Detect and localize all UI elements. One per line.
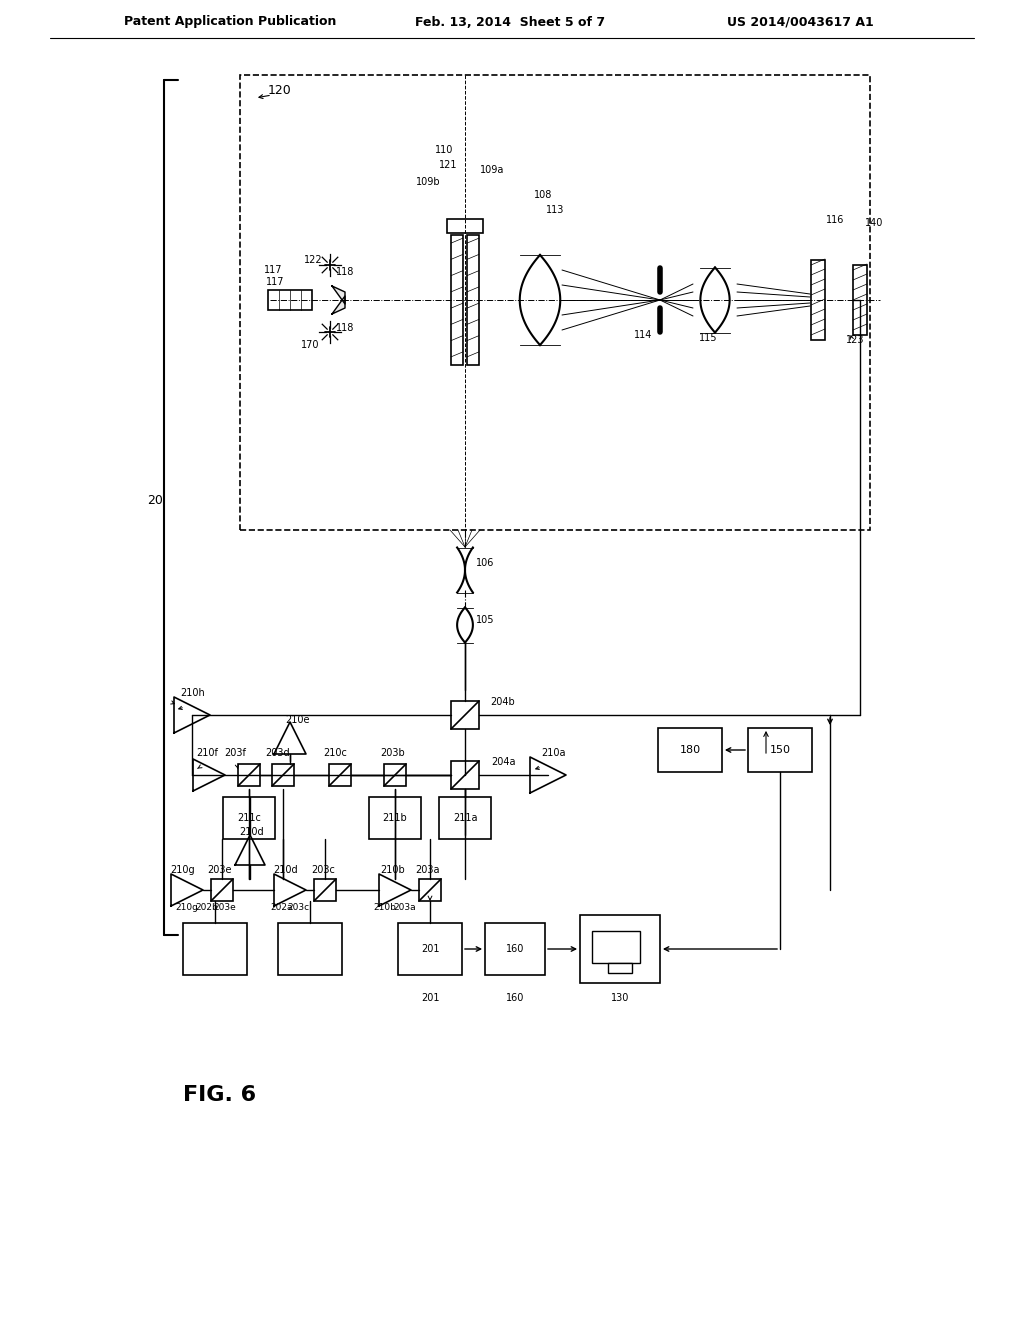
Text: FIG. 6: FIG. 6 bbox=[183, 1085, 256, 1105]
Text: 105: 105 bbox=[476, 615, 495, 624]
Bar bbox=[278, 923, 342, 975]
Bar bbox=[451, 235, 463, 366]
Bar bbox=[439, 797, 490, 840]
Text: 117: 117 bbox=[264, 265, 283, 275]
Bar bbox=[419, 879, 441, 902]
Text: 210d: 210d bbox=[273, 865, 298, 875]
Text: 113: 113 bbox=[546, 205, 564, 215]
Text: 210e: 210e bbox=[286, 715, 310, 725]
Text: 108: 108 bbox=[534, 190, 552, 201]
Text: 210f: 210f bbox=[196, 748, 218, 758]
Bar bbox=[314, 879, 336, 902]
Text: 201: 201 bbox=[421, 993, 439, 1003]
Text: 210b: 210b bbox=[381, 865, 406, 875]
Text: 130: 130 bbox=[610, 993, 629, 1003]
Text: Feb. 13, 2014  Sheet 5 of 7: Feb. 13, 2014 Sheet 5 of 7 bbox=[415, 16, 605, 29]
Text: 202a: 202a bbox=[270, 903, 293, 912]
Text: 204b: 204b bbox=[490, 697, 515, 708]
Text: 202b: 202b bbox=[196, 903, 218, 912]
Text: 170: 170 bbox=[301, 341, 319, 350]
Bar bbox=[183, 923, 247, 975]
Text: 115: 115 bbox=[698, 333, 717, 343]
Bar bbox=[223, 797, 275, 840]
Bar bbox=[398, 923, 462, 975]
Text: 210a: 210a bbox=[542, 748, 566, 758]
Text: 140: 140 bbox=[865, 218, 883, 228]
Bar bbox=[853, 265, 867, 335]
Text: 203b: 203b bbox=[381, 748, 406, 758]
Bar bbox=[592, 931, 640, 964]
Text: 180: 180 bbox=[680, 744, 700, 755]
Text: 118: 118 bbox=[336, 267, 354, 277]
Text: Patent Application Publication: Patent Application Publication bbox=[124, 16, 336, 29]
Text: 211a: 211a bbox=[453, 813, 477, 822]
Text: 106: 106 bbox=[476, 558, 495, 568]
Text: 109b: 109b bbox=[416, 177, 440, 187]
Text: 203c: 203c bbox=[287, 903, 309, 912]
Text: 122: 122 bbox=[304, 255, 323, 265]
Bar bbox=[369, 797, 421, 840]
Bar bbox=[238, 764, 260, 785]
Text: 203c: 203c bbox=[311, 865, 335, 875]
Text: 160: 160 bbox=[506, 944, 524, 954]
Text: 203a: 203a bbox=[416, 865, 440, 875]
Bar bbox=[384, 764, 406, 785]
Bar bbox=[447, 219, 483, 234]
Bar bbox=[272, 764, 294, 785]
Bar bbox=[467, 235, 479, 366]
Bar bbox=[240, 75, 870, 531]
Bar bbox=[811, 260, 825, 341]
Text: 117: 117 bbox=[266, 277, 285, 286]
Text: 203e: 203e bbox=[214, 903, 237, 912]
Text: 123: 123 bbox=[846, 335, 864, 345]
Text: 210d: 210d bbox=[240, 828, 264, 837]
Bar bbox=[329, 764, 351, 785]
Text: 203e: 203e bbox=[208, 865, 232, 875]
Bar bbox=[451, 762, 479, 789]
Bar bbox=[485, 923, 545, 975]
Text: 211c: 211c bbox=[238, 813, 261, 822]
Text: 211b: 211b bbox=[383, 813, 408, 822]
Text: 118: 118 bbox=[336, 323, 354, 333]
Text: 203d: 203d bbox=[265, 748, 291, 758]
Polygon shape bbox=[332, 296, 345, 314]
Bar bbox=[608, 964, 632, 973]
Text: 210g: 210g bbox=[175, 903, 199, 912]
Text: 109a: 109a bbox=[480, 165, 504, 176]
Bar bbox=[211, 879, 233, 902]
Text: 203a: 203a bbox=[393, 903, 417, 912]
Text: US 2014/0043617 A1: US 2014/0043617 A1 bbox=[727, 16, 873, 29]
Bar bbox=[748, 729, 812, 772]
Text: 114: 114 bbox=[634, 330, 652, 341]
Bar bbox=[580, 915, 660, 983]
Text: 210g: 210g bbox=[171, 865, 196, 875]
Polygon shape bbox=[332, 286, 345, 304]
Bar bbox=[658, 729, 722, 772]
Text: 20: 20 bbox=[147, 494, 163, 507]
Text: 210b: 210b bbox=[374, 903, 396, 912]
Text: 160: 160 bbox=[506, 993, 524, 1003]
Text: 201: 201 bbox=[421, 944, 439, 954]
Text: 203f: 203f bbox=[224, 748, 246, 758]
Text: 116: 116 bbox=[825, 215, 844, 224]
Text: 204a: 204a bbox=[490, 756, 515, 767]
Text: 210c: 210c bbox=[323, 748, 347, 758]
Text: 150: 150 bbox=[769, 744, 791, 755]
Text: 210h: 210h bbox=[180, 688, 206, 698]
Bar bbox=[451, 701, 479, 729]
Bar bbox=[268, 290, 312, 310]
Text: 120: 120 bbox=[268, 83, 292, 96]
Text: 121: 121 bbox=[438, 160, 458, 170]
Text: 110: 110 bbox=[435, 145, 454, 154]
